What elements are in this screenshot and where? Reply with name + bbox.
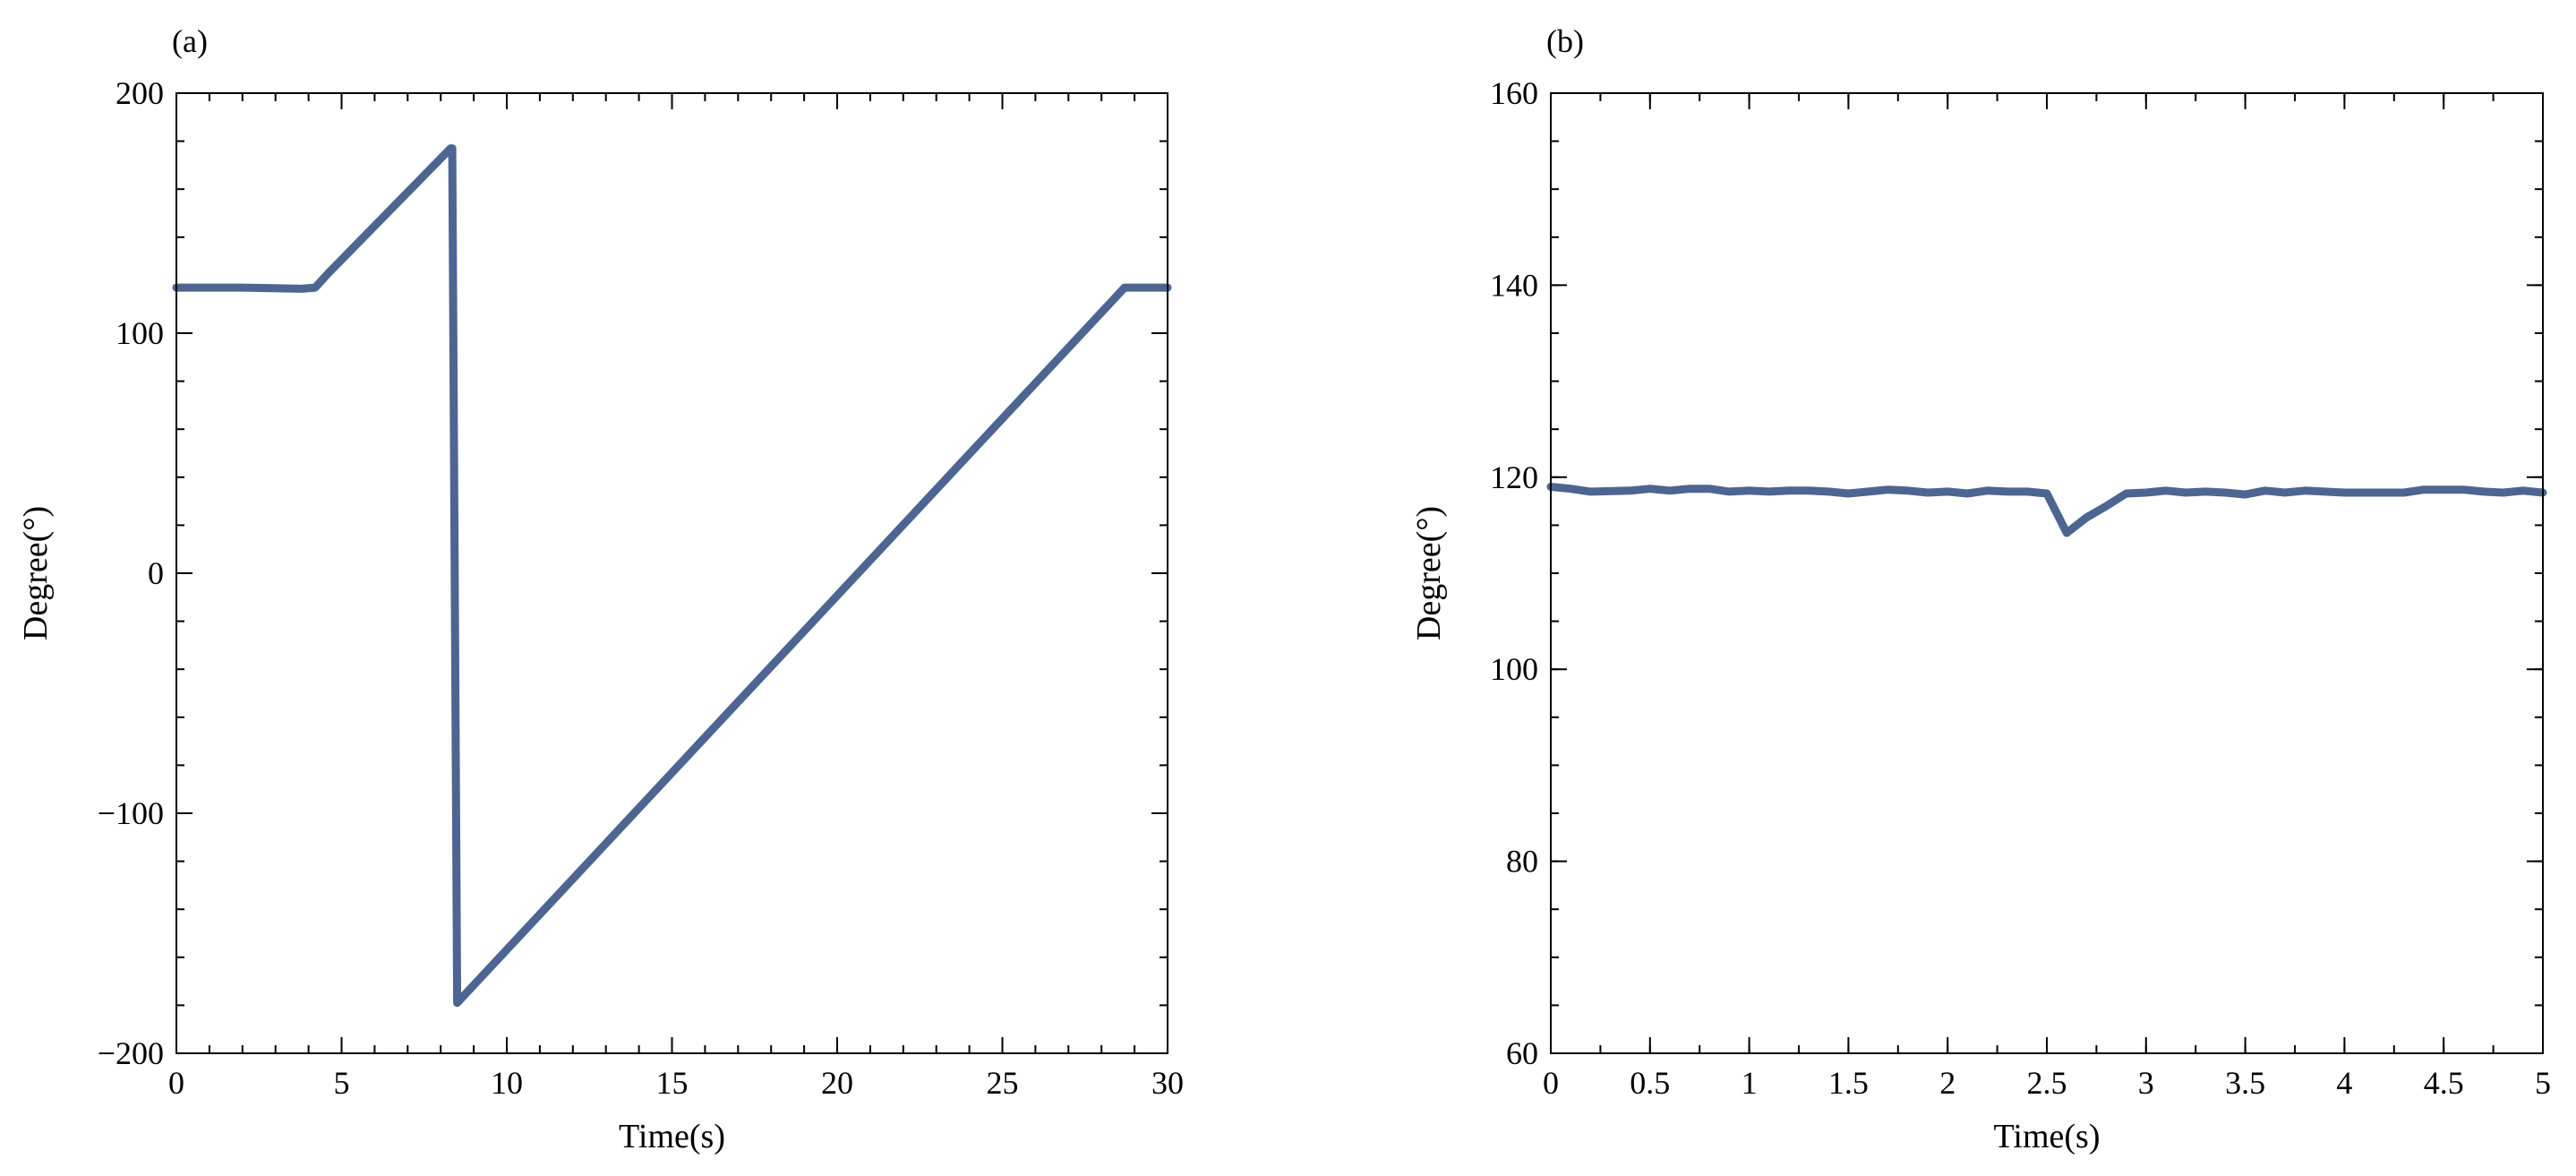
chart-panel-a: 0 5 10 15 20 25 30 −200 −100 0 100 200 Time(s) Degree…: [17, 23, 1184, 1155]
x-axis-label: Time(s): [619, 1118, 725, 1155]
y-tick-label: 120: [1490, 459, 1538, 495]
x-tick-label: 5: [334, 1065, 350, 1101]
x-tick-label: 4.5: [2424, 1065, 2464, 1101]
x-tick-label: 1.5: [1828, 1065, 1869, 1101]
data-line: [172, 144, 1172, 1008]
x-tick-label: 15: [656, 1065, 689, 1101]
y-tick-label: 80: [1506, 844, 1538, 880]
x-tick-label: 3: [2138, 1065, 2154, 1101]
plot-frame: [1550, 92, 2544, 1054]
x-tick-label: 5: [2535, 1065, 2551, 1101]
y-tick-label: 100: [1490, 651, 1538, 687]
panel-label: (a): [172, 23, 208, 59]
y-tick-label: 60: [1506, 1035, 1538, 1071]
x-tick-label: 10: [491, 1065, 523, 1101]
plot-frame: [175, 92, 1168, 1054]
y-axis-label: Degree(°): [1410, 506, 1448, 640]
y-tick-label: −100: [98, 795, 164, 831]
chart-panel-b: 0 0.5 1 1.5 2 2.5 3 3.5 4 4.5 5 60 80 100 120 140 160 Tim…: [1410, 23, 2551, 1155]
y-tick-label: 200: [116, 75, 164, 111]
x-tick-label: 0.5: [1630, 1065, 1670, 1101]
x-tick-label: 4: [2336, 1065, 2352, 1101]
x-tick-label: 20: [821, 1065, 853, 1101]
x-tick-label: 1: [1742, 1065, 1758, 1101]
x-tick-label: 0: [168, 1065, 184, 1101]
y-tick-label: 100: [116, 315, 164, 351]
y-axis-label: Degree(°): [17, 506, 55, 640]
x-tick-label: 2: [1939, 1065, 1956, 1101]
y-tick-label: 0: [148, 555, 164, 591]
y-tick-label: 140: [1490, 267, 1538, 303]
y-tick-label: −200: [98, 1035, 164, 1071]
x-tick-label: 25: [987, 1065, 1019, 1101]
x-tick-label: 3.5: [2225, 1065, 2265, 1101]
x-tick-label: 30: [1151, 1065, 1184, 1101]
panel-label: (b): [1546, 23, 1584, 59]
x-tick-label: 2.5: [2027, 1065, 2067, 1101]
x-tick-label: 0: [1543, 1065, 1559, 1101]
y-tick-label: 160: [1490, 75, 1538, 111]
data-line: [1546, 483, 2547, 537]
x-axis-label: Time(s): [1994, 1118, 2101, 1155]
